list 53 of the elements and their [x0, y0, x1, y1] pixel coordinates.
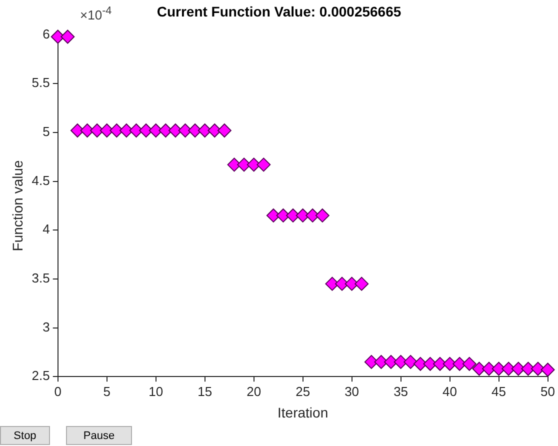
point: [110, 124, 124, 138]
point: [540, 362, 555, 377]
point: [168, 124, 182, 138]
point: [315, 208, 330, 222]
y-tick-label: 2.5: [32, 368, 50, 384]
x-tick-label: 30: [344, 384, 360, 399]
point: [413, 356, 428, 371]
x-tick-label: 0: [54, 384, 62, 399]
x-axis-title: Iteration: [278, 404, 328, 420]
point: [100, 124, 114, 138]
point: [217, 124, 232, 138]
x-tick-label: 10: [148, 384, 164, 399]
point: [227, 158, 242, 172]
button: Pause: [66, 426, 132, 445]
text: ×10$^{-4}$: [80, 5, 112, 22]
y-tick-label: 6: [42, 26, 50, 42]
x-tick-label: 25: [296, 384, 310, 399]
x-tick-label: 50: [540, 384, 556, 399]
x-tick-label: 35: [394, 384, 408, 399]
y-tick-label: 5.5: [32, 75, 50, 90]
point: [119, 124, 134, 138]
point: [60, 30, 75, 44]
point: [344, 276, 359, 291]
point: [198, 124, 212, 138]
point: [511, 362, 526, 376]
x-tick-label: 15: [198, 384, 212, 399]
y-tick-label: 3: [42, 319, 50, 334]
x-tick-label: 40: [442, 384, 458, 399]
point: [158, 124, 173, 138]
chart-title: Current Function Value: 0.000256665: [156, 3, 402, 20]
y-tick-label: 5: [42, 124, 50, 140]
point: [325, 276, 340, 291]
y-axis-title: Function value: [9, 160, 26, 252]
button: Stop: [0, 426, 50, 445]
point: [364, 354, 378, 369]
y-tick-label: 4.5: [32, 172, 50, 188]
point: [256, 158, 271, 172]
point: [442, 356, 457, 371]
point: [354, 276, 369, 291]
point: [462, 356, 476, 371]
x-tick-label: 45: [492, 384, 506, 399]
x-tick-label: 5: [103, 384, 110, 399]
point: [404, 354, 418, 369]
y-tick-label: 4: [42, 222, 50, 237]
point: [246, 158, 261, 172]
point: [70, 124, 84, 138]
point: [492, 362, 506, 376]
y-tick-label: 3.5: [32, 270, 50, 286]
point: [148, 124, 163, 138]
point: [266, 208, 280, 222]
x-tick-label: 20: [246, 384, 262, 399]
point: [50, 30, 65, 44]
point: [432, 356, 447, 371]
